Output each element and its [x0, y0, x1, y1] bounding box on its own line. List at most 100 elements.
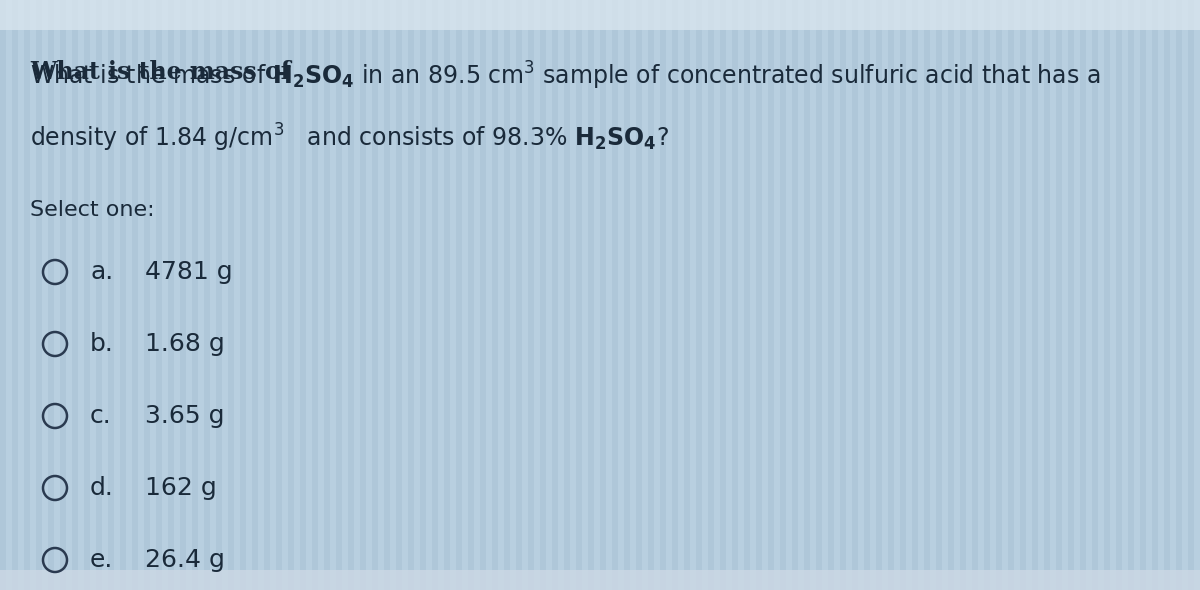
Bar	[144, 0, 150, 590]
Bar	[1032, 0, 1038, 590]
Bar	[252, 0, 258, 590]
Bar	[516, 0, 522, 590]
Bar	[612, 0, 618, 590]
Bar	[504, 0, 510, 590]
Bar	[948, 0, 954, 590]
Bar	[576, 0, 582, 590]
Text: d.: d.	[90, 476, 114, 500]
Bar	[840, 0, 846, 590]
Bar	[816, 0, 822, 590]
Bar	[828, 0, 834, 590]
Bar	[780, 0, 786, 590]
Bar	[1056, 0, 1062, 590]
Bar	[300, 0, 306, 590]
Text: c.: c.	[90, 404, 112, 428]
Bar	[1092, 0, 1098, 590]
Bar	[264, 0, 270, 590]
Bar	[360, 0, 366, 590]
Bar	[420, 0, 426, 590]
Bar	[852, 0, 858, 590]
Text: b.: b.	[90, 332, 114, 356]
Bar	[48, 0, 54, 590]
Bar	[624, 0, 630, 590]
Bar	[960, 0, 966, 590]
Bar	[1152, 0, 1158, 590]
Bar	[540, 0, 546, 590]
Bar	[684, 0, 690, 590]
Bar	[648, 0, 654, 590]
Bar	[72, 0, 78, 590]
Bar	[888, 0, 894, 590]
Bar	[60, 0, 66, 590]
Bar	[444, 0, 450, 590]
Bar	[660, 0, 666, 590]
Bar	[336, 0, 342, 590]
Text: a.: a.	[90, 260, 113, 284]
Bar	[84, 0, 90, 590]
Bar	[492, 0, 498, 590]
Bar	[480, 0, 486, 590]
Bar	[732, 0, 738, 590]
Bar	[204, 0, 210, 590]
Bar	[132, 0, 138, 590]
Bar	[372, 0, 378, 590]
Bar	[1008, 0, 1014, 590]
Bar	[876, 0, 882, 590]
Text: What is the mass of $\mathbf{H_2SO_4}$ in an 89.5 cm$^3$ sample of concentrated : What is the mass of $\mathbf{H_2SO_4}$ i…	[30, 60, 1100, 92]
Text: What is the mass of: What is the mass of	[30, 60, 299, 84]
Bar	[768, 0, 774, 590]
Bar	[456, 0, 462, 590]
Text: density of 1.84 g/cm$^3$   and consists of 98.3% $\mathbf{H_2SO_4}$?: density of 1.84 g/cm$^3$ and consists of…	[30, 122, 668, 154]
Bar	[12, 0, 18, 590]
Bar	[696, 0, 702, 590]
Bar	[804, 0, 810, 590]
Bar	[672, 0, 678, 590]
Bar	[552, 0, 558, 590]
Bar	[0, 0, 6, 590]
Text: 1.68 g: 1.68 g	[145, 332, 224, 356]
Bar	[936, 0, 942, 590]
Bar	[1080, 0, 1086, 590]
Bar	[720, 0, 726, 590]
Bar	[240, 0, 246, 590]
Bar	[0, 570, 1200, 590]
Bar	[636, 0, 642, 590]
Bar	[396, 0, 402, 590]
Bar	[1140, 0, 1146, 590]
Bar	[96, 0, 102, 590]
Bar	[348, 0, 354, 590]
Bar	[564, 0, 570, 590]
Text: 26.4 g: 26.4 g	[145, 548, 224, 572]
Bar	[324, 0, 330, 590]
Bar	[1044, 0, 1050, 590]
Bar	[1116, 0, 1122, 590]
Bar	[36, 0, 42, 590]
Bar	[588, 0, 594, 590]
Bar	[744, 0, 750, 590]
Bar	[708, 0, 714, 590]
Bar	[168, 0, 174, 590]
Bar	[528, 0, 534, 590]
Bar	[180, 0, 186, 590]
Bar	[912, 0, 918, 590]
Bar	[924, 0, 930, 590]
Bar	[1020, 0, 1026, 590]
Bar	[108, 0, 114, 590]
Bar	[24, 0, 30, 590]
Bar	[1188, 0, 1194, 590]
Bar	[792, 0, 798, 590]
Bar	[468, 0, 474, 590]
Bar	[1164, 0, 1170, 590]
Bar	[756, 0, 762, 590]
Bar	[1104, 0, 1110, 590]
Bar	[192, 0, 198, 590]
Bar	[864, 0, 870, 590]
Bar	[0, 0, 1200, 30]
Bar	[600, 0, 606, 590]
Text: 4781 g: 4781 g	[145, 260, 233, 284]
Bar	[228, 0, 234, 590]
Bar	[408, 0, 414, 590]
Bar	[288, 0, 294, 590]
Bar	[984, 0, 990, 590]
Text: 3.65 g: 3.65 g	[145, 404, 224, 428]
